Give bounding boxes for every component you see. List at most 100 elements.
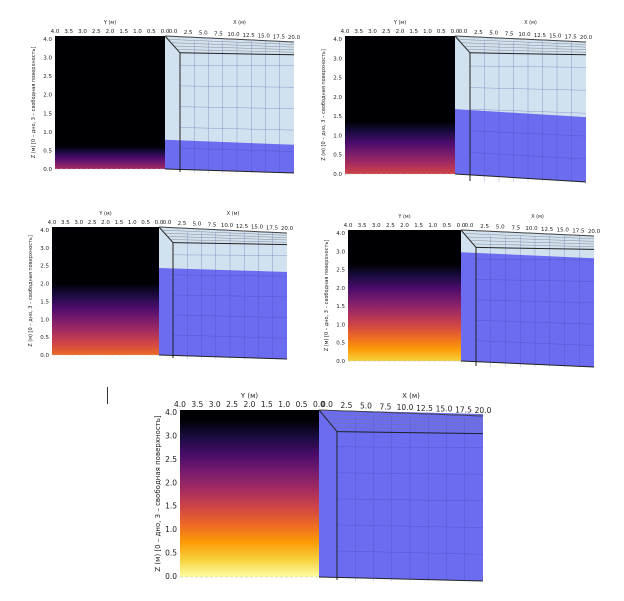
y-tick-label: 3.0 bbox=[78, 29, 87, 35]
y-tick-label: 1.5 bbox=[119, 29, 128, 35]
panel-2: 4.0 3.5 3.0 2.5 2.0 1.5 1.0 0.5 0.0 Y (м) 0.0 2.5 5.… bbox=[308, 12, 603, 187]
panel-5: 4.0 3.5 3.0 2.5 2.0 1.5 1.0 0.5 0.0 Y (м) 0.0 2.5 5.… bbox=[140, 380, 500, 592]
x-tick-label: 15.0 bbox=[258, 34, 271, 40]
z-tick-label: 2.5 bbox=[43, 74, 52, 80]
panel-5-plot: 4.0 3.5 3.0 2.5 2.0 1.5 1.0 0.5 0.0 Y (м) 0.0 2.5 5.… bbox=[154, 392, 492, 582]
xz-grid bbox=[179, 41, 295, 173]
x-tick-label: 7.5 bbox=[214, 31, 223, 37]
yz-temperature-face bbox=[52, 227, 159, 355]
y-tick-label: 2.0 bbox=[244, 400, 256, 409]
z-tick-label: 2.0 bbox=[43, 93, 52, 99]
x-tick-label: 5.0 bbox=[199, 31, 208, 37]
x-tick-label: 20.0 bbox=[288, 35, 301, 41]
x-tick-label: 7.5 bbox=[208, 222, 217, 228]
top-grid bbox=[454, 35, 587, 53]
x-tick-label: 2.5 bbox=[474, 30, 483, 36]
x-tick-label: 17.5 bbox=[565, 34, 578, 40]
z-tick-label: 0.0 bbox=[43, 167, 52, 173]
y-tick-label: 0.0 bbox=[161, 29, 170, 35]
panel-1-plot: 4.0 3.5 3.0 2.5 2.0 1.5 1.0 0.5 0.0 Y (м) 0.0 2.5 5.… bbox=[31, 20, 301, 174]
y-tick-label: 4.0 bbox=[344, 223, 353, 229]
z-tick-label: 0.0 bbox=[336, 359, 345, 365]
z-tick-label: 2.5 bbox=[333, 76, 342, 82]
x-tick-label: 2.5 bbox=[184, 30, 193, 36]
z-tick-label: 0.5 bbox=[165, 549, 177, 558]
x-tick-label: 5.0 bbox=[489, 31, 498, 37]
z-tick-label: 3.0 bbox=[333, 56, 342, 62]
x-tick-label: 7.5 bbox=[505, 31, 514, 37]
z-axis-label: Z (м) [0 – дно, 3 – свободная поверхност… bbox=[321, 49, 327, 161]
y-tick-label: 2.0 bbox=[396, 29, 405, 35]
xz-air-face bbox=[165, 36, 294, 173]
y-tick-label: 3.0 bbox=[368, 29, 377, 35]
z-tick-label: 1.0 bbox=[165, 525, 177, 534]
x-tick-label: 15.0 bbox=[557, 228, 570, 234]
top-grid bbox=[318, 409, 484, 431]
panel-4: 4.0 3.5 3.0 2.5 2.0 1.5 1.0 0.5 0.0 Y (м) 0.0 2.5 5.… bbox=[308, 206, 608, 371]
panel-3: 4.0 3.5 3.0 2.5 2.0 1.5 1.0 0.5 0.0 Y (м) 0.0 2.5 5.… bbox=[18, 206, 303, 366]
y-tick-label: 0.0 bbox=[451, 29, 460, 35]
x-tick-label: 17.5 bbox=[266, 225, 279, 231]
y-tick-label: 0.5 bbox=[147, 29, 156, 35]
x-tick-label: 10.0 bbox=[518, 32, 531, 38]
x-tick-label: 15.0 bbox=[251, 225, 264, 231]
xz-water-face bbox=[455, 109, 586, 182]
x-tick-label: 12.5 bbox=[534, 33, 547, 39]
y-tick-label: 0.0 bbox=[457, 223, 466, 229]
z-tick-label: 1.5 bbox=[165, 502, 177, 511]
z-tick-label: 0.5 bbox=[40, 335, 49, 341]
y-axis-label: Y (м) bbox=[397, 214, 410, 220]
z-tick-label: 0.5 bbox=[336, 341, 345, 347]
x-tick-label: 0.0 bbox=[321, 400, 333, 409]
x-tick-label: 2.5 bbox=[480, 224, 489, 230]
z-tick-label: 0.0 bbox=[40, 353, 49, 359]
y-tick-label: 1.0 bbox=[423, 29, 432, 35]
y-tick-label: 4.0 bbox=[174, 400, 186, 409]
y-tick-label: 1.5 bbox=[414, 223, 423, 229]
x-tick-label: 5.0 bbox=[496, 225, 505, 231]
z-tick-label: 0.5 bbox=[333, 153, 342, 159]
x-tick-label: 20.0 bbox=[588, 229, 601, 235]
y-tick-label: 1.5 bbox=[409, 29, 418, 35]
x-tick-label: 7.5 bbox=[512, 225, 521, 231]
y-axis-label: Y (м) bbox=[393, 20, 406, 26]
x-axis-label: X (м) bbox=[402, 392, 420, 400]
x-tick-label: 2.5 bbox=[341, 401, 353, 410]
x-tick-label: 10.0 bbox=[227, 32, 240, 38]
z-tick-label: 1.5 bbox=[40, 299, 49, 305]
y-tick-label: 4.0 bbox=[51, 29, 60, 35]
z-tick-label: 2.5 bbox=[336, 268, 345, 274]
y-tick-label: 4.0 bbox=[341, 29, 350, 35]
y-tick-label: 0.5 bbox=[296, 400, 308, 409]
y-tick-label: 0.5 bbox=[141, 220, 150, 226]
y-tick-label: 2.0 bbox=[400, 223, 409, 229]
z-tick-label: 0.0 bbox=[165, 572, 177, 581]
z-tick-label: 2.5 bbox=[165, 455, 177, 464]
y-tick-label: 2.5 bbox=[382, 29, 391, 35]
panel-3-plot: 4.0 3.5 3.0 2.5 2.0 1.5 1.0 0.5 0.0 Y (м) 0.0 2.5 5.… bbox=[28, 211, 294, 360]
y-tick-label: 3.0 bbox=[74, 220, 83, 226]
yz-temperature-face bbox=[55, 36, 165, 169]
z-tick-label: 3.0 bbox=[40, 246, 49, 252]
z-tick-label: 3.0 bbox=[336, 249, 345, 255]
xz-water-face bbox=[159, 267, 287, 359]
panel-1: 4.0 3.5 3.0 2.5 2.0 1.5 1.0 0.5 0.0 Y (м) 0.0 2.5 5.… bbox=[18, 12, 303, 187]
z-axis-label: Z (м) [0 – дно, 3 – свободная поверхност… bbox=[28, 235, 34, 347]
x-tick-label: 12.5 bbox=[416, 404, 433, 413]
x-tick-label: 20.0 bbox=[475, 406, 492, 415]
x-tick-label: 5.0 bbox=[193, 222, 202, 228]
y-tick-label: 3.0 bbox=[209, 400, 221, 409]
y-axis-label: Y (м) bbox=[103, 20, 116, 26]
y-axis-label: Y (м) bbox=[98, 211, 111, 217]
y-tick-label: 1.5 bbox=[115, 220, 124, 226]
xz-grid bbox=[172, 232, 288, 359]
y-tick-label: 1.0 bbox=[278, 400, 290, 409]
z-tick-label: 4.0 bbox=[333, 37, 342, 43]
x-tick-label: 0.0 bbox=[465, 223, 474, 229]
y-tick-label: 3.5 bbox=[354, 29, 363, 35]
xz-water-face bbox=[319, 410, 483, 581]
top-grid bbox=[164, 35, 295, 53]
x-axis-label: X (м) bbox=[227, 211, 240, 217]
y-tick-label: 3.5 bbox=[61, 220, 70, 226]
z-tick-label: 2.5 bbox=[40, 264, 49, 270]
